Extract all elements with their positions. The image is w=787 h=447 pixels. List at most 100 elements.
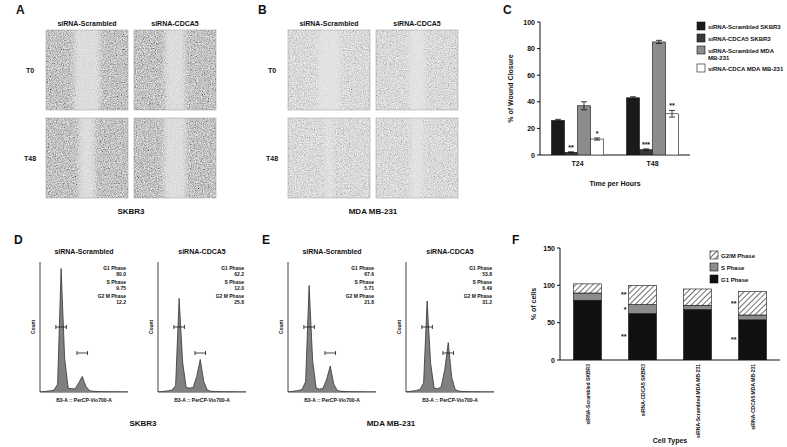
subplot-title: siRNA-CDCA5	[426, 248, 474, 255]
x-axis-label: B3-A :: PerCP-Vio700-A	[56, 397, 112, 403]
gate-cap	[324, 351, 325, 355]
micrograph-border	[46, 118, 128, 198]
wound-gap	[411, 118, 423, 198]
phase-value: 62.2	[234, 271, 244, 277]
gate-line	[77, 353, 88, 354]
gate-cap	[421, 325, 422, 329]
error-cap	[581, 101, 587, 102]
gate-cap	[55, 325, 56, 329]
panel-letter: D	[14, 233, 23, 247]
x-tick-label: siRNA-Scrambled SKBR3	[585, 364, 591, 425]
gate-line	[304, 327, 315, 328]
wound-gap	[165, 30, 185, 110]
caption: MDA MB-231	[367, 419, 416, 428]
x-axis-label: B3-A :: PerCP-Vio700-A	[174, 397, 230, 403]
row-label: T0	[268, 67, 276, 74]
wound-gap	[409, 30, 425, 110]
error-cap	[594, 140, 600, 141]
bar	[653, 42, 666, 155]
micrograph-border	[46, 30, 128, 110]
y-tick	[557, 360, 560, 361]
error-bar	[643, 149, 649, 151]
legend-label: G1 Phase	[721, 277, 749, 283]
y-axis-label: Count	[396, 319, 402, 334]
legend-label: siRNA-CDCA5 SKBR3	[708, 36, 771, 42]
bar	[552, 120, 565, 155]
micrograph-border	[134, 118, 216, 198]
micrograph	[288, 118, 370, 198]
significance: **	[731, 336, 737, 343]
error-cap	[581, 109, 587, 110]
significance: ***	[642, 141, 650, 148]
error-line	[672, 110, 673, 117]
y-tick	[537, 128, 540, 129]
gate-cap	[87, 351, 88, 355]
y-tick	[557, 322, 560, 323]
legend-swatch	[697, 22, 705, 30]
micrograph	[46, 30, 128, 110]
phase-value: 25.8	[234, 299, 244, 305]
gate-cap	[76, 351, 77, 355]
row-label: T0	[26, 67, 34, 74]
micrograph	[376, 30, 458, 110]
y-axis	[560, 248, 561, 360]
panel-letter: A	[16, 3, 25, 17]
legend-label: S Phase	[721, 265, 745, 271]
micrograph-border	[288, 30, 370, 110]
phase-value: 67.6	[364, 271, 374, 277]
gate-cap	[205, 351, 206, 355]
bar	[578, 106, 591, 155]
error-bar	[656, 40, 662, 43]
significance: *	[596, 130, 599, 137]
legend-swatch	[697, 34, 705, 42]
column-label: siRNA-CDCA5	[151, 20, 199, 27]
micrograph	[46, 118, 128, 198]
y-axis	[288, 262, 289, 392]
gate-cap	[453, 351, 454, 355]
gate-cap	[184, 325, 185, 329]
micrograph-border	[134, 30, 216, 110]
panel-letter: F	[512, 233, 519, 247]
significance: **	[731, 300, 737, 307]
bar-segment	[574, 300, 602, 360]
column-label: siRNA-Scrambled	[299, 20, 358, 27]
y-axis	[540, 22, 541, 155]
bars	[574, 284, 767, 360]
bar	[627, 98, 640, 155]
y-tick	[537, 75, 540, 76]
y-axis-label: Count	[148, 319, 154, 334]
bar-segment	[629, 305, 657, 314]
column-label: siRNA-CDCA5	[393, 20, 441, 27]
x-axis-label: B3-A :: PerCP-Vio700-A	[422, 397, 478, 403]
bar	[565, 152, 578, 155]
x-axis-label: Time per Hours	[589, 180, 640, 188]
y-tick-label: 100	[523, 19, 535, 26]
gate-cap	[66, 325, 67, 329]
gate-line	[56, 327, 67, 328]
error-cap	[555, 119, 561, 120]
legend-swatch	[710, 275, 718, 283]
significance: **	[621, 333, 627, 340]
bar-segment	[739, 315, 767, 320]
gate-cap	[314, 325, 315, 329]
gate-cap	[303, 325, 304, 329]
y-tick	[537, 48, 540, 49]
wound-gap	[318, 30, 340, 110]
phase-value: 53.8	[482, 271, 492, 277]
bar-segment	[684, 310, 712, 360]
y-tick-label: 60	[527, 72, 535, 79]
gate-line	[422, 327, 433, 328]
gate-line	[174, 327, 185, 328]
bars	[552, 40, 679, 155]
gate-cap	[335, 351, 336, 355]
phase-value: 12.0	[234, 285, 244, 291]
micrograph	[288, 30, 370, 110]
legend-label: siRNA-CDCA MDA MB-231	[708, 66, 784, 72]
micrograph-border	[376, 118, 458, 198]
phase-value: 80.0	[116, 271, 126, 277]
micrograph	[134, 118, 216, 198]
x-axis-label: Cell Types	[653, 437, 688, 445]
y-axis	[158, 262, 159, 392]
y-axis-label: % of Wound Closure	[507, 54, 514, 122]
gate-line	[325, 353, 336, 354]
